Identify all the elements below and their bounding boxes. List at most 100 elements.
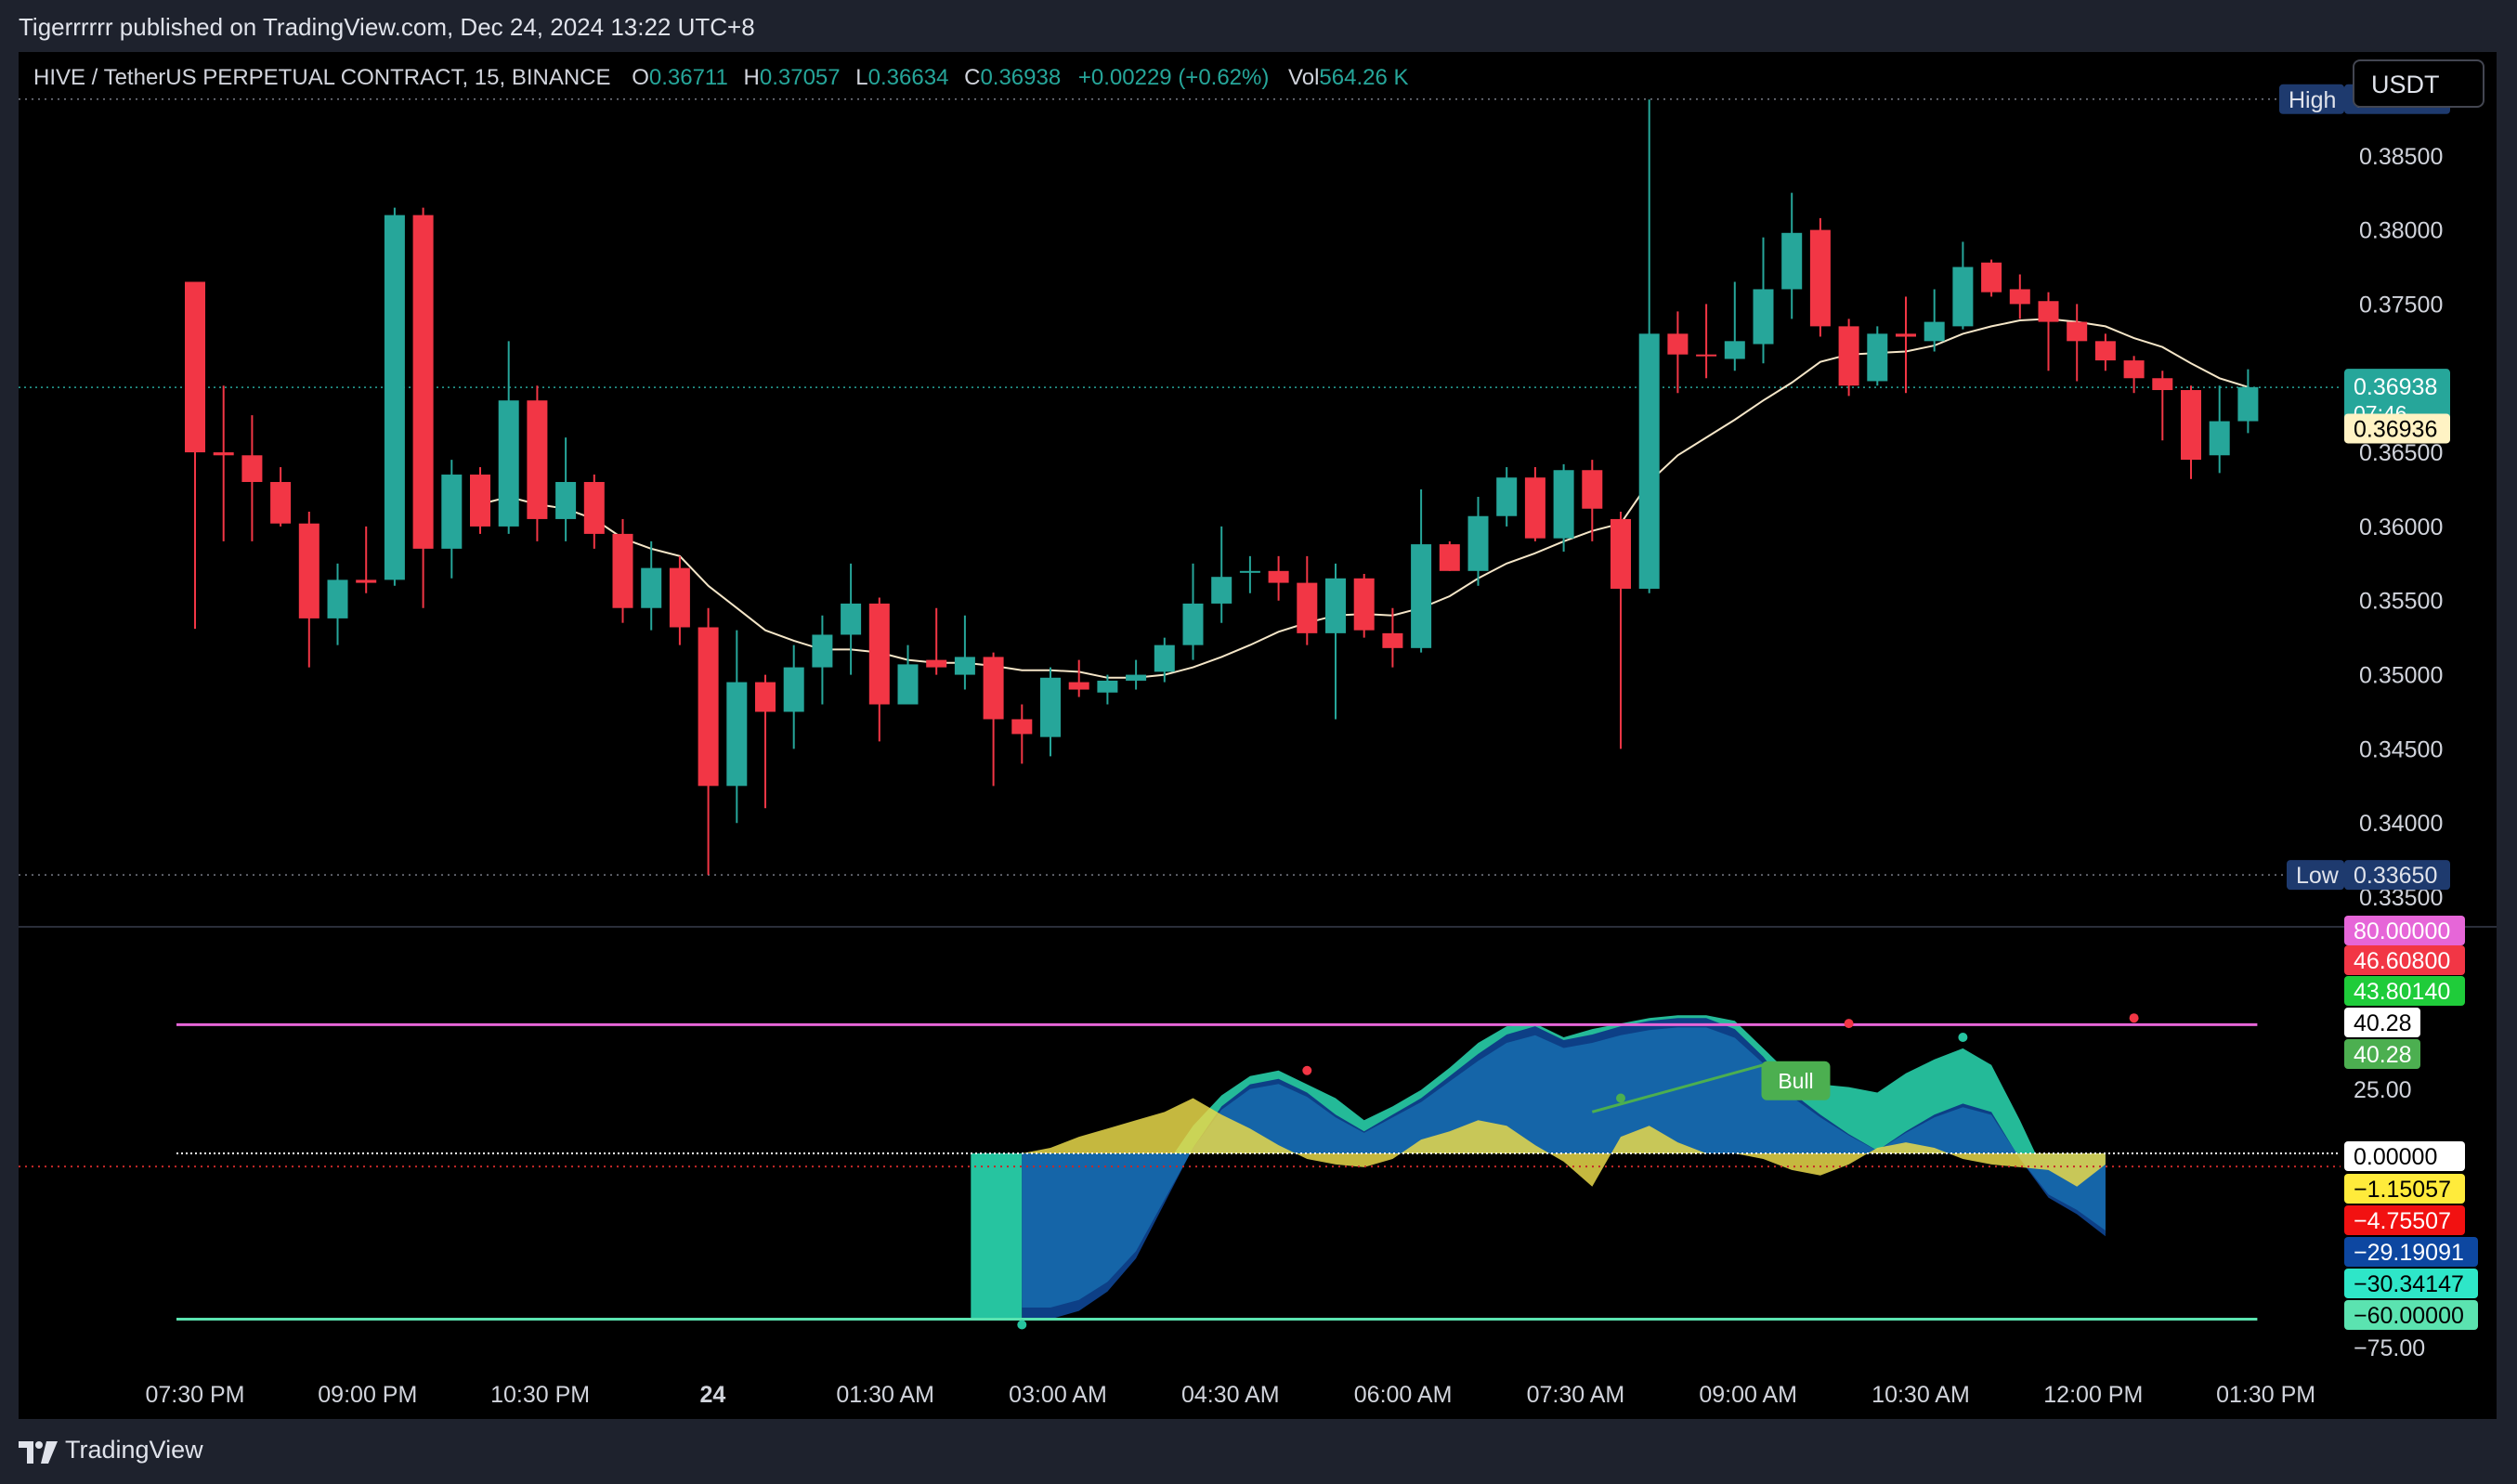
price-tick-label: 0.35500 [2359, 589, 2443, 615]
candle-body [755, 682, 776, 712]
candle [1753, 237, 1774, 364]
osc-tag-m29: −29.19091 [2354, 1240, 2464, 1266]
chart-frame[interactable]: Bull 0.390000.385000.380000.375000.37000… [19, 52, 2497, 1419]
osc-tag-0-bg [2344, 1141, 2465, 1171]
pivot-dot [1017, 1320, 1027, 1330]
osc-tag-80: 80.00000 [2354, 918, 2450, 944]
time-axis-label: 06:00 AM [1354, 1382, 1453, 1408]
candle [841, 563, 862, 675]
chart-canvas[interactable]: Bull 0.390000.385000.380000.375000.37000… [19, 52, 2497, 1419]
candle [1182, 563, 1204, 660]
candle [1154, 637, 1175, 683]
candle-body [698, 627, 719, 787]
time-axis-label: 10:30 PM [490, 1382, 590, 1408]
candle [1981, 259, 2002, 297]
candle-body [1524, 477, 1545, 539]
candle-body [356, 579, 377, 583]
candle [356, 526, 377, 593]
osc-tag-m29-bg [2344, 1237, 2478, 1267]
osc-tag-m30-bg [2344, 1269, 2478, 1298]
candle-body [583, 482, 605, 534]
candle-body [527, 400, 548, 519]
candle [2181, 385, 2201, 479]
candle [641, 540, 662, 631]
candle [1896, 296, 1916, 394]
candle-body [1268, 570, 1289, 583]
candle [1126, 659, 1147, 690]
osc-axis-m75: −75.00 [2354, 1335, 2425, 1361]
candle-body [412, 215, 434, 549]
candle-body [1867, 333, 1888, 382]
candle [669, 555, 690, 645]
candle [1097, 674, 1118, 705]
candle [583, 475, 605, 549]
candle [185, 281, 205, 630]
candle-body [2152, 378, 2173, 391]
time-axis-label: 01:30 PM [2216, 1382, 2315, 1408]
osc-axis-25: 25.00 [2354, 1077, 2412, 1103]
price-tick-label: 0.35000 [2359, 663, 2443, 689]
candle-body [555, 482, 577, 519]
currency-unit-button[interactable]: USDT [2353, 59, 2484, 108]
candle-body [1467, 515, 1489, 571]
candle [2009, 274, 2030, 319]
osc-tag-m4: −4.75507 [2354, 1208, 2451, 1234]
candle [897, 644, 919, 705]
candle [498, 341, 519, 534]
candle-body [1724, 341, 1745, 359]
candle [270, 467, 292, 527]
price-tick-label: 0.36500 [2359, 440, 2443, 466]
candle [1924, 289, 1945, 352]
low-value: 0.36634 [867, 65, 949, 90]
tradingview-logo-icon[interactable] [19, 1439, 58, 1465]
candle [1325, 563, 1346, 720]
candle [868, 597, 890, 742]
time-axis-label: 09:00 AM [1699, 1382, 1797, 1408]
candle-body [1297, 582, 1318, 633]
pivot-dot [2129, 1013, 2139, 1023]
osc-tag-46: 46.60800 [2354, 948, 2450, 974]
osc-tag-40a-bg [2344, 1008, 2420, 1037]
low-tag-label: Low [2296, 863, 2340, 889]
candle-body [470, 475, 490, 527]
candle [1867, 326, 1888, 386]
tradingview-brand[interactable]: TradingView [65, 1436, 203, 1464]
candle-body [1781, 232, 1803, 290]
low-tag-value-bg [2344, 860, 2450, 891]
pivot-dot [1302, 1065, 1312, 1075]
candle [1439, 540, 1460, 571]
osc-tag-43: 43.80140 [2354, 979, 2450, 1005]
candle [555, 437, 577, 541]
symbol-title: HIVE / TetherUS PERPETUAL CONTRACT, 15, … [33, 65, 611, 90]
osc-tag-m30: −30.34147 [2354, 1271, 2464, 1297]
candle [1809, 217, 1831, 337]
candle [983, 652, 1004, 787]
candle-body [1896, 333, 1916, 337]
candle-body [2067, 321, 2088, 342]
candle-body [1496, 477, 1518, 516]
candle-body [1696, 354, 1717, 357]
candle-body [954, 657, 975, 675]
candle-body [1239, 570, 1260, 573]
candle [1068, 659, 1089, 697]
candle-body [1439, 544, 1460, 571]
candle-body [1924, 321, 1945, 342]
candle [298, 511, 320, 668]
candle [241, 415, 263, 541]
candle [2094, 333, 2116, 371]
candle-body [1981, 262, 2002, 293]
candle-body [2009, 289, 2030, 305]
last-price-tag: 0.36938 [2354, 374, 2437, 400]
candle [1638, 99, 1660, 593]
bull-divergence-line [1591, 1063, 1764, 1113]
candle [1781, 192, 1803, 319]
time-axis-label: 04:30 AM [1181, 1382, 1280, 1408]
candle-body [669, 567, 690, 628]
volume-value: 564.26 K [1319, 65, 1409, 90]
candle [1211, 526, 1232, 623]
candle [1952, 241, 1974, 330]
candle-body [185, 281, 205, 453]
candle-body [983, 657, 1004, 720]
candle-body [2123, 360, 2145, 379]
candle-body [1353, 578, 1375, 631]
